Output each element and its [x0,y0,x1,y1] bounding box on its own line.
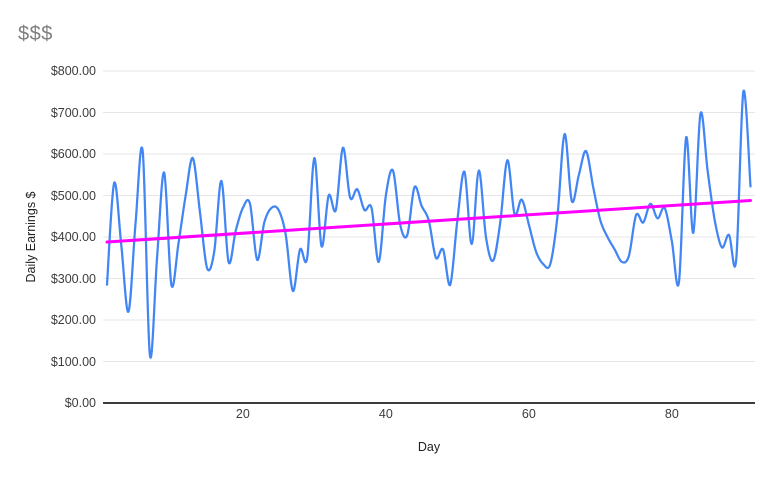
x-axis-tick-labels: 20 40 60 80 [0,407,775,423]
earnings-line-series [105,89,752,359]
y-tick-label: $500.00 [50,188,96,203]
y-tick-label: $600.00 [50,147,96,161]
y-tick-label: $0.00 [64,396,96,410]
y-axis-tick-labels: $0.00 $100.00 $200.00 $300.00 $400.00 $500.00… [0,0,96,480]
x-tick-label: 80 [664,407,679,421]
y-tick-label: $200.00 [50,313,96,327]
y-tick-label: $700.00 [50,105,96,120]
trendline-series [105,198,752,244]
x-tick-label: 20 [235,407,250,421]
x-tick-label: 40 [378,407,393,421]
x-axis-title: Day [417,440,441,454]
x-tick-label: 60 [521,407,536,421]
y-tick-label: $100.00 [50,354,96,369]
y-tick-label: $300.00 [50,271,96,286]
chart-title: $$$ [18,23,53,45]
y-tick-label: $800.00 [50,64,96,78]
y-tick-label: $400.00 [50,230,96,244]
